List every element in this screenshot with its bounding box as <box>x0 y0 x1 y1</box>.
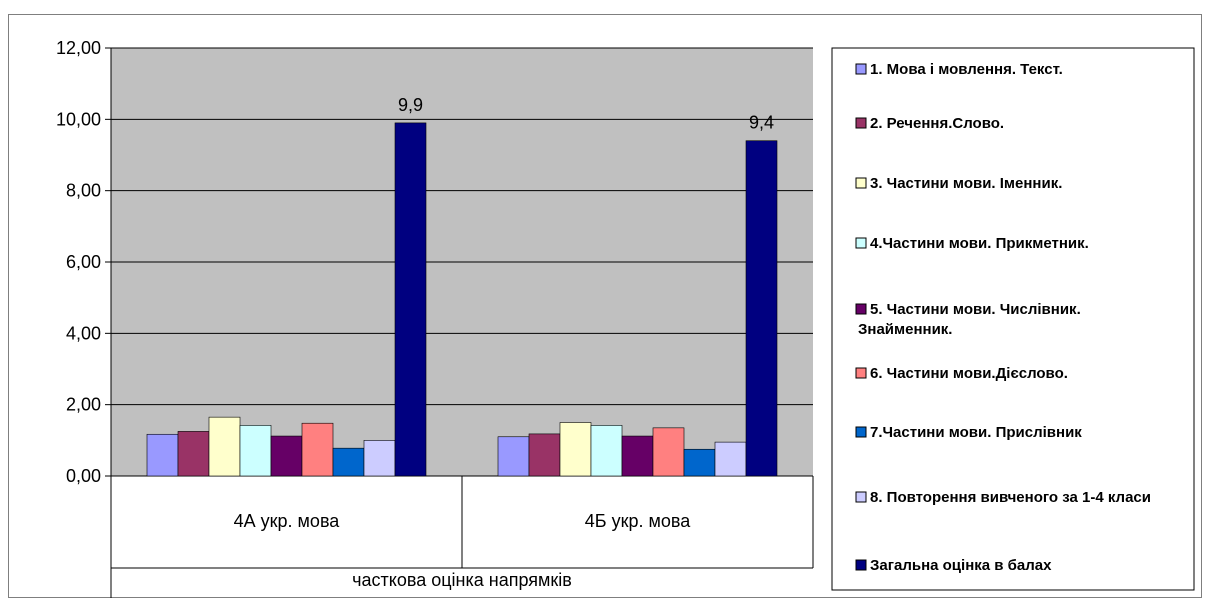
group-label: часткова оцінка напрямків <box>352 570 572 590</box>
legend-label: Загальна оцінка в балах <box>870 557 1052 574</box>
y-tick-label: 6,00 <box>66 252 101 272</box>
bar <box>239 425 272 477</box>
legend-swatch <box>855 63 867 75</box>
bar <box>683 448 716 477</box>
bar <box>301 422 334 477</box>
legend-label: 6. Частини мови.Дієслово. <box>870 365 1068 382</box>
y-tick-label: 0,00 <box>66 466 101 486</box>
bar <box>270 435 303 477</box>
y-tick-label: 2,00 <box>66 395 101 415</box>
y-tick-label: 10,00 <box>56 109 101 129</box>
legend-swatch <box>855 237 867 249</box>
legend-label: 2. Речення.Слово. <box>870 115 1004 132</box>
legend-swatch <box>855 426 867 438</box>
legend-label: 3. Частини мови. Іменник. <box>870 175 1062 192</box>
y-tick-label: 8,00 <box>66 181 101 201</box>
legend-label: 4.Частини мови. Прикметник. <box>870 235 1089 252</box>
legend-swatch <box>855 491 867 503</box>
bar <box>332 447 365 477</box>
legend-label: 5. Частини мови. Числівник. Знайменник. <box>858 301 1081 338</box>
legend-box <box>831 47 1195 591</box>
data-label: 9,9 <box>398 95 423 115</box>
bar <box>146 433 179 477</box>
bar <box>177 431 210 477</box>
bar <box>528 433 561 477</box>
legend-label: 1. Мова і мовлення. Текст. <box>870 61 1063 78</box>
data-label: 9,4 <box>749 113 774 133</box>
bar <box>497 436 530 477</box>
y-tick-label: 12,00 <box>56 38 101 58</box>
legend-label: 8. Повторення вивченого за 1-4 класи <box>870 489 1151 506</box>
legend-swatch <box>855 303 867 315</box>
y-tick-label: 4,00 <box>66 323 101 343</box>
bar <box>208 416 241 477</box>
bar <box>621 435 654 477</box>
bar <box>714 441 747 477</box>
bar <box>394 122 427 477</box>
legend-swatch <box>855 367 867 379</box>
bar <box>652 427 685 477</box>
chart-frame <box>8 14 1202 598</box>
bar <box>590 425 623 477</box>
legend-label: 7.Частини мови. Прислівник <box>870 424 1082 441</box>
bar <box>745 140 778 477</box>
legend-swatch <box>855 177 867 189</box>
category-label: 4Б укр. мова <box>585 511 691 531</box>
legend-swatch <box>855 559 867 571</box>
bar <box>559 422 592 477</box>
category-label: 4А укр. мова <box>234 511 341 531</box>
legend-swatch <box>855 117 867 129</box>
bar <box>363 440 396 477</box>
